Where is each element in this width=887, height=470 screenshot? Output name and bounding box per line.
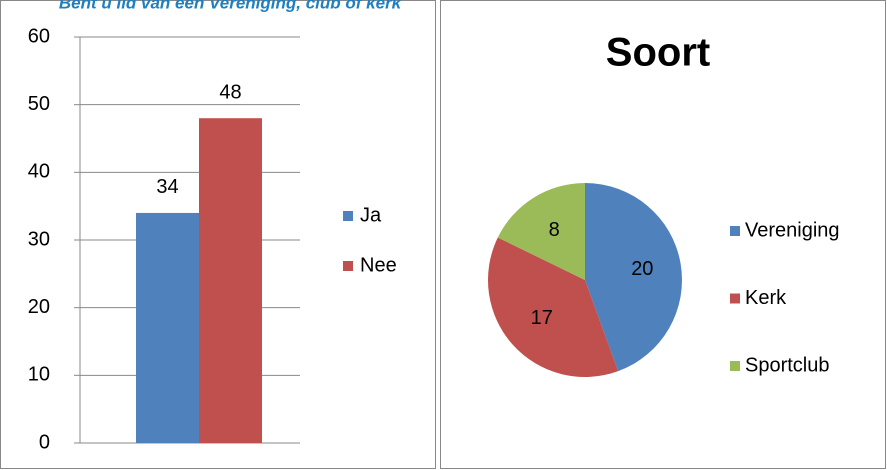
y-tick-label: 30: [28, 228, 50, 250]
legend-swatch: [730, 293, 740, 304]
legend-swatch: [343, 261, 353, 271]
right-frame: [440, 0, 886, 469]
pie-slice: [585, 183, 682, 372]
legend-swatch: [730, 361, 740, 371]
value-label: 34: [156, 176, 178, 198]
y-tick-label: 60: [28, 25, 50, 47]
y-tick-label: 20: [28, 296, 50, 318]
pie-slice: [487, 237, 619, 377]
bar: [199, 118, 262, 443]
value-label: 17: [531, 307, 553, 329]
legend-label: Kerk: [745, 287, 787, 309]
legend-swatch: [343, 211, 353, 221]
legend-label: Sportclub: [745, 354, 830, 376]
y-tick-label: 10: [28, 364, 50, 386]
y-tick-label: 50: [28, 93, 50, 115]
left-frame: [0, 0, 436, 469]
bar: [136, 212, 199, 443]
value-label: 20: [631, 258, 653, 280]
bar-title: Bent u lid van een Vereniging, club of k…: [59, 0, 403, 12]
y-tick-label: 0: [39, 431, 50, 453]
pie-title: Soort: [606, 31, 710, 75]
y-tick-label: 40: [28, 161, 50, 183]
legend-label: Vereniging: [745, 219, 840, 241]
legend-swatch: [730, 226, 740, 236]
value-label: 8: [549, 219, 560, 241]
legend-label: Ja: [360, 204, 382, 226]
value-label: 48: [219, 81, 241, 103]
legend-label: Nee: [360, 254, 397, 276]
pie-slice: [497, 183, 585, 280]
